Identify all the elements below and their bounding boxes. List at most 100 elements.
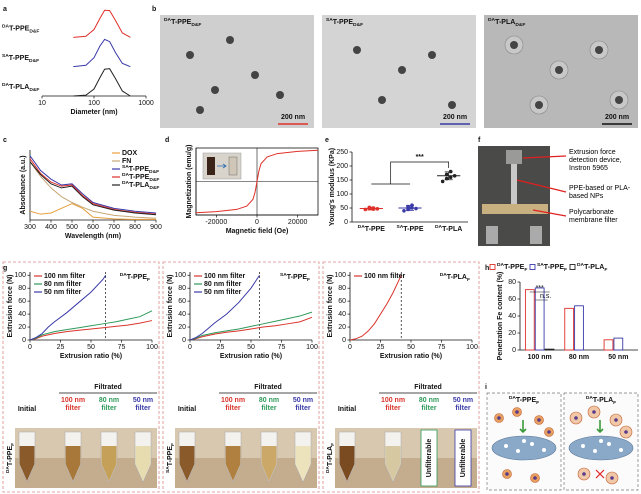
photo-annotation: Polycarbonate membrane filter xyxy=(569,209,618,224)
panel-frame xyxy=(2,261,160,493)
data-line xyxy=(195,149,319,214)
series-label-part: D&F xyxy=(29,28,39,34)
data-line xyxy=(73,38,131,68)
bar xyxy=(544,348,555,351)
sample-label: DAT-PPEF xyxy=(5,443,16,473)
particle xyxy=(595,46,603,54)
image-label-part: DA xyxy=(488,17,496,23)
sample-label: DAT-PLAF xyxy=(325,443,336,473)
legend-swatch xyxy=(569,264,576,270)
legend-label: 50 nm filter xyxy=(204,289,242,296)
bar xyxy=(524,289,535,351)
scale-bar-label: 200 nm xyxy=(281,114,305,121)
legend-label-part: D&F xyxy=(149,169,159,175)
schematic-label-part: T-PLA xyxy=(593,397,613,404)
series-label: DAT-PPED&F xyxy=(2,23,39,34)
image-label-part: DA xyxy=(164,17,172,23)
data-point xyxy=(375,207,380,211)
sample-label-part: T-PPE xyxy=(7,446,14,467)
data-line xyxy=(29,274,107,341)
core xyxy=(537,418,541,422)
series-label-part: DA xyxy=(2,82,10,88)
chart-title: DAT-PLAF xyxy=(440,272,470,283)
data-line xyxy=(349,275,402,341)
y-tick-label: 80 xyxy=(508,279,516,286)
tube-liquid xyxy=(135,446,151,481)
data-line xyxy=(29,203,156,220)
pore xyxy=(607,442,611,446)
legend-label: SAT-PPEF xyxy=(537,262,567,273)
tube-liquid xyxy=(101,446,117,481)
schematic-label-part: DA xyxy=(586,395,594,401)
core xyxy=(547,430,551,434)
x-tick-label: 0 xyxy=(255,219,259,226)
y-tick-label: 0 xyxy=(182,337,186,344)
tube-liquid xyxy=(295,446,311,481)
y-axis-label: Extrusion force (N) xyxy=(7,274,14,337)
legend-label: 50 nm filter xyxy=(44,289,82,296)
chart-title-part: F xyxy=(467,277,470,283)
pore xyxy=(530,442,534,446)
image-label-part: T-PPE xyxy=(333,19,354,26)
x-tick-label: 25 xyxy=(377,344,385,351)
data-point xyxy=(367,205,372,210)
chart-title-part: T-PLA xyxy=(447,274,467,281)
legend-label: DAT-PLAD&F xyxy=(122,180,159,191)
y-axis-label: Magnetization (emu/g) xyxy=(186,145,193,219)
data-line xyxy=(189,316,313,341)
group-label: Filtrated xyxy=(254,384,282,391)
membrane xyxy=(568,435,634,461)
y-axis-label: Young's modulus (KPa) xyxy=(329,148,336,226)
x-tick-label-part: T-PPE xyxy=(365,226,386,233)
legend-label-part: SA xyxy=(537,262,544,268)
x-tick-label: 25 xyxy=(217,344,225,351)
legend-label: DAT-PLAF xyxy=(577,262,607,273)
bar xyxy=(603,339,614,351)
schematic-label-part: DA xyxy=(509,395,517,401)
core xyxy=(614,418,618,422)
sample-label-part: T-PPE xyxy=(167,446,174,467)
legend-label-part: T-PPE xyxy=(129,174,150,181)
particle xyxy=(211,86,219,94)
column-label: 100 nm filter xyxy=(60,397,86,412)
particle xyxy=(535,101,543,109)
particle xyxy=(615,96,623,104)
schematic-label-part: F xyxy=(613,400,616,406)
data-line xyxy=(29,161,157,219)
particle xyxy=(428,51,436,59)
legend-label-part: T-PPE xyxy=(544,264,565,271)
core xyxy=(610,476,614,480)
tube-liquid xyxy=(19,446,35,481)
x-tick-label: 100 nm xyxy=(528,354,552,361)
x-tick-label: 400 xyxy=(45,224,57,231)
chart-title-part: DA xyxy=(120,272,128,278)
x-tick-label: 600 xyxy=(87,224,99,231)
x-tick-label: 50 xyxy=(87,344,95,351)
pore xyxy=(516,449,520,453)
significance-bracket xyxy=(529,291,550,301)
panel-frame xyxy=(162,261,320,493)
panel-letter: h xyxy=(485,265,489,272)
data-point xyxy=(444,172,449,177)
x-tick-label: DAT-PPE xyxy=(358,224,386,233)
x-axis-label: Wavelength (nm) xyxy=(65,233,121,240)
data-line xyxy=(29,310,153,341)
legend-label-part: T-PLA xyxy=(129,182,149,189)
significance-label: n.s. xyxy=(540,293,551,300)
image-label-part: D&F xyxy=(353,22,363,28)
legend-label-part: T-PPE xyxy=(504,264,525,271)
column-label: 50 nm filter xyxy=(292,397,314,412)
x-tick-label: 75 xyxy=(118,344,126,351)
x-tick-label: 700 xyxy=(108,224,120,231)
sample-label-part: F xyxy=(170,443,176,446)
schematic-label: DAT-PLAF xyxy=(586,395,616,406)
vial xyxy=(207,157,215,175)
legend-label: DOX xyxy=(122,150,138,157)
pore xyxy=(581,444,585,448)
column-label: 80 nm filter xyxy=(258,397,280,412)
legend-swatch xyxy=(529,264,536,270)
core xyxy=(505,472,509,476)
tube-photo-shade xyxy=(335,458,477,488)
unfilterable-label: Unfilterable xyxy=(426,439,433,478)
sample-label-part: DA xyxy=(325,466,331,474)
